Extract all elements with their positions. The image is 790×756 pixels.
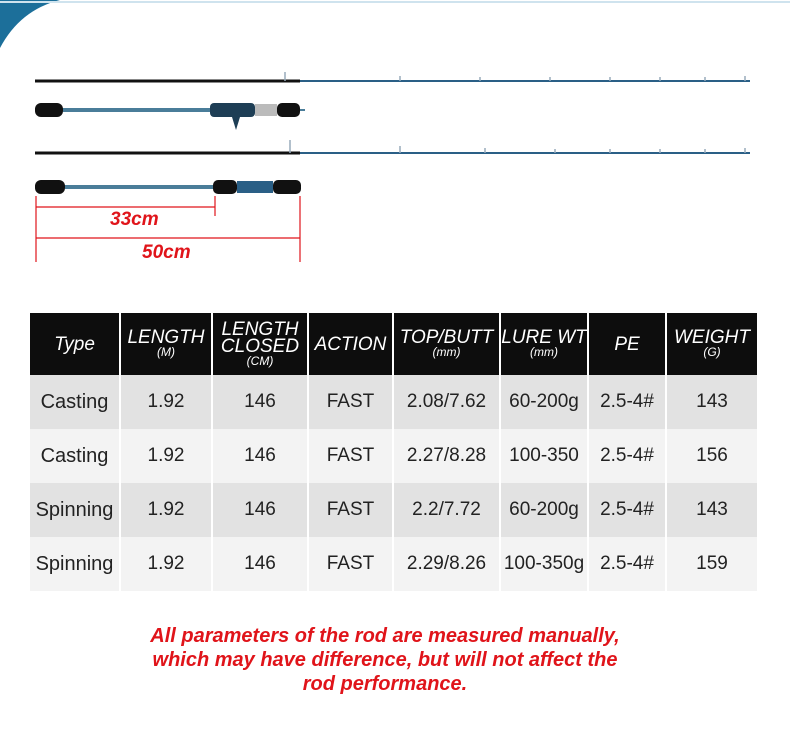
rod-illustration <box>0 0 790 262</box>
table-row: Spinning 1.92 146 FAST 2.2/7.72 60-200g 2.5-4#… <box>30 483 757 537</box>
table-cell: 1.92 <box>120 537 213 591</box>
grip <box>35 180 65 194</box>
reel-seat <box>210 103 255 117</box>
header-cell: LENGTH CLOSED (CM) <box>212 313 309 375</box>
table-body: Casting 1.92 146 FAST 2.08/7.62 60-200g 2.5-4#… <box>30 375 757 591</box>
header-label: TOP/BUTT <box>399 327 494 348</box>
note-line: which may have difference, but will not … <box>152 649 618 671</box>
table-cell: 1.92 <box>120 429 213 483</box>
grip <box>213 180 237 194</box>
table-row: Spinning 1.92 146 FAST 2.29/8.26 100-350g 2.5-… <box>30 537 757 591</box>
table-cell: 1.92 <box>120 375 213 429</box>
header-unit: (CM) <box>246 353 274 368</box>
header-cell: LURE WT (mm) <box>500 313 589 375</box>
reel-seat <box>237 181 273 193</box>
header-unit: (mm) <box>432 345 461 359</box>
table-cell: Casting <box>30 429 121 483</box>
header-label: CLOSED <box>220 335 300 357</box>
table-cell: 1.92 <box>120 483 213 537</box>
table-cell: 2.5-4# <box>588 483 667 537</box>
table-cell: 2.5-4# <box>588 375 667 429</box>
table-cell: 143 <box>666 483 757 537</box>
table-cell: 2.5-4# <box>588 537 667 591</box>
table-cell: 60-200g <box>500 483 589 537</box>
table-cell: 2.2/7.72 <box>393 483 501 537</box>
measure-lines <box>35 196 301 262</box>
table-cell: 146 <box>212 483 309 537</box>
header-cell: PE <box>588 313 667 375</box>
table-cell: Casting <box>30 375 121 429</box>
header-cell: LENGTH (M) <box>120 313 213 375</box>
header-cell: ACTION <box>308 313 394 375</box>
table-cell: 143 <box>666 375 757 429</box>
table-cell: 146 <box>212 429 309 483</box>
header-label: PE <box>614 333 640 355</box>
table-cell: 2.5-4# <box>588 429 667 483</box>
table-cell: 100-350 <box>500 429 589 483</box>
note-line: All parameters of the rod are measured m… <box>150 625 620 647</box>
header-cell: Type <box>30 313 121 375</box>
table-cell: FAST <box>308 483 394 537</box>
table-cell: FAST <box>308 429 394 483</box>
header-unit: (G) <box>703 345 721 359</box>
guides <box>284 72 746 81</box>
grip <box>277 103 300 117</box>
table-cell: 146 <box>212 537 309 591</box>
header-row: Type LENGTH (M) LENGTH CLOSED (CM) ACTION TOP/B… <box>30 313 757 375</box>
table-cell: Spinning <box>30 537 121 591</box>
table-row: Casting 1.92 146 FAST 2.08/7.62 60-200g 2.5-4#… <box>30 375 757 429</box>
measure-label: 50cm <box>142 242 191 263</box>
guides <box>289 140 746 153</box>
collar <box>255 104 277 116</box>
table-cell: 60-200g <box>500 375 589 429</box>
note: All parameters of the rod are measured m… <box>0 624 770 696</box>
header-label: LENGTH <box>127 327 205 348</box>
trigger <box>232 117 240 130</box>
header-label: WEIGHT <box>674 327 750 348</box>
spec-table: Type LENGTH (M) LENGTH CLOSED (CM) ACTION TOP/B… <box>30 313 757 591</box>
measure-label: 33cm <box>110 209 159 230</box>
header-label: LURE WT <box>501 327 587 348</box>
header-label: ACTION <box>314 333 387 355</box>
header-unit: (mm) <box>530 345 558 359</box>
header-cell: TOP/BUTT (mm) <box>393 313 501 375</box>
table-cell: 146 <box>212 375 309 429</box>
table-cell: 2.29/8.26 <box>393 537 501 591</box>
table-cell: FAST <box>308 537 394 591</box>
header-cell: WEIGHT (G) <box>666 313 757 375</box>
table-cell: 2.27/8.28 <box>393 429 501 483</box>
table-cell: Spinning <box>30 483 121 537</box>
table-cell: 100-350g <box>500 537 589 591</box>
table-cell: FAST <box>308 375 394 429</box>
grip <box>273 180 301 194</box>
grip <box>35 103 63 117</box>
corner-swoosh <box>0 0 60 48</box>
header-label: Type <box>54 333 95 355</box>
header-label: LENGTH <box>221 318 299 340</box>
header-unit: (M) <box>157 345 175 359</box>
note-line: rod performance. <box>302 673 468 695</box>
table-cell: 2.08/7.62 <box>393 375 501 429</box>
table-cell: 159 <box>666 537 757 591</box>
table-cell: 156 <box>666 429 757 483</box>
table-row: Casting 1.92 146 FAST 2.27/8.28 100-350 2.5-4#… <box>30 429 757 483</box>
